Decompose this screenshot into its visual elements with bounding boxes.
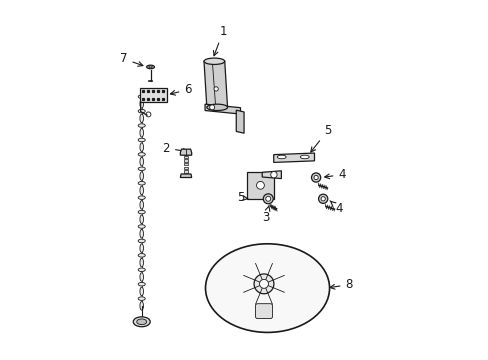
Text: 1: 1	[213, 25, 226, 56]
Text: 8: 8	[329, 278, 352, 291]
Polygon shape	[180, 174, 191, 177]
Text: 5: 5	[237, 191, 247, 204]
Circle shape	[270, 171, 277, 178]
Ellipse shape	[148, 66, 152, 68]
Text: 3: 3	[262, 205, 269, 224]
Text: 2: 2	[162, 141, 187, 155]
Text: 5: 5	[310, 124, 331, 152]
Circle shape	[214, 87, 218, 91]
FancyBboxPatch shape	[255, 304, 272, 319]
Ellipse shape	[140, 302, 143, 310]
Ellipse shape	[140, 114, 143, 123]
Circle shape	[265, 196, 270, 201]
Text: 7: 7	[120, 52, 142, 66]
FancyBboxPatch shape	[183, 152, 188, 155]
Ellipse shape	[206, 104, 227, 111]
Ellipse shape	[277, 155, 285, 159]
Polygon shape	[236, 110, 244, 133]
Polygon shape	[140, 88, 166, 102]
FancyBboxPatch shape	[183, 163, 188, 166]
FancyBboxPatch shape	[183, 170, 188, 172]
Ellipse shape	[138, 153, 145, 156]
FancyBboxPatch shape	[183, 156, 188, 158]
Ellipse shape	[138, 253, 145, 257]
Polygon shape	[273, 153, 314, 162]
Polygon shape	[203, 61, 227, 107]
Circle shape	[259, 279, 268, 288]
FancyBboxPatch shape	[183, 159, 188, 162]
Ellipse shape	[140, 273, 143, 281]
Circle shape	[263, 194, 273, 204]
Ellipse shape	[138, 167, 145, 171]
Ellipse shape	[138, 268, 145, 271]
Ellipse shape	[138, 210, 145, 214]
Ellipse shape	[137, 319, 146, 325]
Ellipse shape	[140, 215, 143, 224]
Circle shape	[209, 105, 214, 110]
Ellipse shape	[138, 124, 145, 127]
Circle shape	[321, 197, 325, 201]
Text: 4: 4	[329, 201, 342, 215]
Ellipse shape	[140, 287, 143, 296]
Polygon shape	[180, 149, 191, 155]
Circle shape	[254, 274, 273, 294]
Ellipse shape	[138, 225, 145, 228]
Ellipse shape	[133, 317, 150, 327]
Circle shape	[311, 173, 320, 182]
Ellipse shape	[138, 109, 145, 113]
Circle shape	[256, 181, 264, 189]
Ellipse shape	[140, 201, 143, 209]
Ellipse shape	[138, 283, 145, 286]
Ellipse shape	[140, 258, 143, 267]
Ellipse shape	[140, 229, 143, 238]
Ellipse shape	[140, 172, 143, 180]
Circle shape	[313, 175, 318, 180]
Text: 4: 4	[324, 168, 345, 181]
Ellipse shape	[203, 58, 224, 64]
Ellipse shape	[140, 244, 143, 252]
FancyBboxPatch shape	[183, 174, 188, 176]
Polygon shape	[204, 104, 240, 114]
Ellipse shape	[300, 155, 308, 159]
Ellipse shape	[205, 244, 329, 332]
Ellipse shape	[140, 186, 143, 195]
Polygon shape	[262, 171, 281, 179]
Ellipse shape	[140, 129, 143, 137]
Text: 6: 6	[170, 83, 191, 96]
FancyBboxPatch shape	[246, 172, 273, 199]
Ellipse shape	[140, 143, 143, 152]
Ellipse shape	[140, 157, 143, 166]
Ellipse shape	[138, 297, 145, 300]
Ellipse shape	[138, 138, 145, 142]
Ellipse shape	[138, 196, 145, 199]
Circle shape	[318, 194, 327, 203]
Ellipse shape	[138, 95, 145, 99]
Ellipse shape	[140, 100, 143, 108]
FancyBboxPatch shape	[183, 167, 188, 169]
Ellipse shape	[146, 65, 154, 69]
Ellipse shape	[138, 181, 145, 185]
Ellipse shape	[138, 239, 145, 243]
